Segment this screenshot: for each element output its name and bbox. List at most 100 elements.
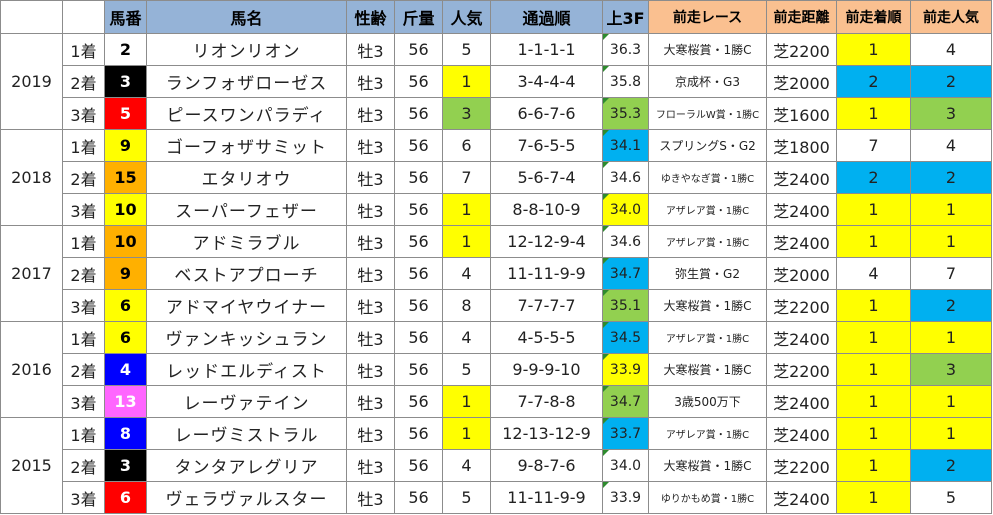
year-cell: 2015	[0, 417, 63, 514]
sex-age-cell: 牡3	[346, 321, 395, 354]
weight-cell: 56	[394, 97, 443, 130]
horse-name-cell: スーパーフェザー	[146, 193, 347, 226]
last-3f-cell: 34.6	[602, 161, 649, 194]
weight-cell: 56	[394, 385, 443, 418]
passing-order-cell: 12-13-12-9	[490, 417, 603, 450]
prev-popularity-cell: 3	[910, 97, 992, 130]
sex-age-cell: 牡3	[346, 353, 395, 386]
horse-name-cell: ヴァンキッシュラン	[146, 321, 347, 354]
table-row: 2着 3 ランフォザローゼス 牡3 56 1 3-4-4-4 35.8 京成杯・G3 芝2000 2…	[1, 65, 992, 98]
horse-number-cell: 13	[104, 385, 147, 418]
horse-name-cell: レッドエルディスト	[146, 353, 347, 386]
table-row: 3着 6 アドマイヤウイナー 牡3 56 8 7-7-7-7 35.1 大寒桜賞・1勝C 芝220…	[1, 289, 992, 322]
passing-order-cell: 7-7-8-8	[490, 385, 603, 418]
comment-marker-icon	[603, 194, 609, 200]
passing-order-cell: 11-11-9-9	[490, 257, 603, 290]
last-3f-value: 35.1	[609, 297, 642, 314]
sex-age-cell: 牡3	[346, 97, 395, 130]
last-3f-cell: 36.3	[602, 33, 649, 66]
place-cell: 2着	[62, 65, 105, 98]
horse-number-cell: 2	[104, 33, 147, 66]
last-3f-value: 34.0	[609, 457, 642, 474]
comment-marker-icon	[603, 482, 609, 488]
header-last-3f: 上3F	[602, 0, 649, 34]
prev-race-cell: 大寒桜賞・1勝C	[648, 353, 767, 386]
place-cell: 2着	[62, 449, 105, 482]
popularity-cell: 8	[442, 289, 491, 322]
last-3f-cell: 35.3	[602, 97, 649, 130]
prev-popularity-cell: 4	[910, 129, 992, 162]
prev-distance-cell: 芝2000	[766, 257, 837, 290]
last-3f-value: 34.1	[609, 137, 642, 154]
header-prev-race: 前走レース	[648, 0, 767, 34]
prev-place-cell: 1	[836, 449, 911, 482]
comment-marker-icon	[603, 418, 609, 424]
prev-popularity-cell: 1	[910, 417, 992, 450]
comment-marker-icon	[603, 354, 609, 360]
place-cell: 2着	[62, 353, 105, 386]
sex-age-cell: 牡3	[346, 33, 395, 66]
prev-popularity-cell: 1	[910, 193, 992, 226]
table-row: 2017 1着 10 アドミラブル 牡3 56 1 12-12-9-4 34.6 アザレア賞・1勝…	[0, 225, 992, 322]
weight-cell: 56	[394, 321, 443, 354]
prev-popularity-cell: 2	[910, 289, 992, 322]
place-cell: 3着	[62, 385, 105, 418]
popularity-cell: 3	[442, 97, 491, 130]
prev-race-cell: 大寒桜賞・1勝C	[648, 449, 767, 482]
prev-popularity-cell: 1	[910, 385, 992, 418]
prev-race-cell: フローラルW賞・1勝C	[648, 97, 767, 130]
last-3f-value: 34.5	[609, 329, 642, 346]
comment-marker-icon	[603, 98, 609, 104]
popularity-cell: 1	[442, 193, 491, 226]
place-cell: 1着	[62, 321, 105, 354]
prev-race-cell: 大寒桜賞・1勝C	[648, 289, 767, 322]
popularity-cell: 1	[442, 65, 491, 98]
last-3f-value: 35.3	[609, 105, 642, 122]
prev-popularity-cell: 4	[910, 33, 992, 66]
prev-distance-cell: 芝2400	[766, 385, 837, 418]
prev-distance-cell: 芝2400	[766, 417, 837, 450]
horse-number-cell: 6	[104, 321, 147, 354]
weight-cell: 56	[394, 161, 443, 194]
prev-place-cell: 7	[836, 129, 911, 162]
prev-race-cell: アザレア賞・1勝C	[648, 225, 767, 258]
header-horse-name: 馬名	[146, 0, 347, 34]
popularity-cell: 5	[442, 481, 491, 514]
sex-age-cell: 牡3	[346, 193, 395, 226]
table-row: 2着 9 ベストアプローチ 牡3 56 4 11-11-9-9 34.7 弥生賞・G2 芝2000…	[1, 257, 992, 290]
sex-age-cell: 牡3	[346, 161, 395, 194]
prev-place-cell: 1	[836, 289, 911, 322]
last-3f-value: 35.8	[609, 73, 642, 90]
comment-marker-icon	[603, 450, 609, 456]
table-row: 2着 4 レッドエルディスト 牡3 56 5 9-9-9-10 33.9 大寒桜賞・1勝C 芝22…	[1, 353, 992, 386]
prev-race-cell: 京成杯・G3	[648, 65, 767, 98]
popularity-cell: 1	[442, 225, 491, 258]
prev-distance-cell: 芝2400	[766, 225, 837, 258]
comment-marker-icon	[603, 290, 609, 296]
prev-distance-cell: 芝2200	[766, 33, 837, 66]
last-3f-cell: 33.9	[602, 481, 649, 514]
horse-name-cell: ベストアプローチ	[146, 257, 347, 290]
prev-distance-cell: 芝2400	[766, 481, 837, 514]
last-3f-value: 34.6	[609, 233, 642, 250]
weight-cell: 56	[394, 353, 443, 386]
comment-marker-icon	[603, 130, 609, 136]
prev-popularity-cell: 7	[910, 257, 992, 290]
passing-order-cell: 11-11-9-9	[490, 481, 603, 514]
horse-number-cell: 8	[104, 417, 147, 450]
comment-marker-icon	[603, 66, 609, 72]
prev-distance-cell: 芝2400	[766, 193, 837, 226]
comment-marker-icon	[603, 386, 609, 392]
year-cell: 2017	[0, 225, 63, 322]
last-3f-value: 34.6	[609, 169, 642, 186]
last-3f-value: 34.0	[609, 201, 642, 218]
header-prev-popularity: 前走人気	[910, 0, 992, 34]
sex-age-cell: 牡3	[346, 225, 395, 258]
horse-number-cell: 9	[104, 257, 147, 290]
horse-name-cell: アドマイヤウイナー	[146, 289, 347, 322]
prev-distance-cell: 芝2200	[766, 289, 837, 322]
passing-order-cell: 6-6-7-6	[490, 97, 603, 130]
popularity-cell: 4	[442, 321, 491, 354]
last-3f-cell: 34.5	[602, 321, 649, 354]
prev-place-cell: 1	[836, 385, 911, 418]
